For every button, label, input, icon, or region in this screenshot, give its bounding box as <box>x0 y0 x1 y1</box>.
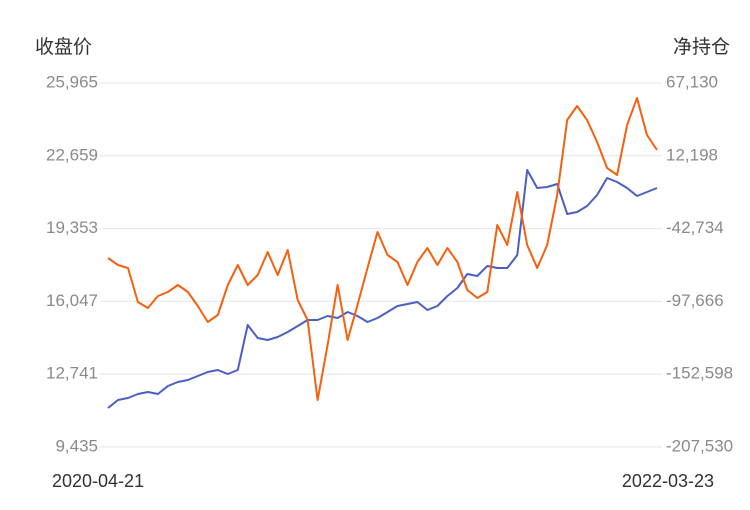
data-line <box>107 97 658 401</box>
y2-tick-label: 12,198 <box>666 145 718 164</box>
y-tick-label: 22,659 <box>46 145 98 164</box>
y2-tick-label: -152,598 <box>666 364 733 383</box>
y2-tick-label: -207,530 <box>666 436 733 455</box>
y2-tick-label: 67,130 <box>666 72 718 91</box>
x-tick-label: 2022-03-23 <box>622 471 714 491</box>
y-tick-label: 19,353 <box>46 218 98 237</box>
y2-tick-label: -42,734 <box>666 218 724 237</box>
y-tick-label: 9,435 <box>55 436 98 455</box>
y2-axis-title: 净持仓 <box>673 36 730 58</box>
y-tick-label: 12,741 <box>46 364 98 383</box>
y-tick-label: 16,047 <box>46 291 98 310</box>
y-axis-title: 收盘价 <box>35 36 92 58</box>
y-tick-label: 25,965 <box>46 72 98 91</box>
data-line <box>107 169 658 409</box>
y2-tick-label: -97,666 <box>666 291 724 310</box>
x-tick-label: 2020-04-21 <box>52 471 144 491</box>
